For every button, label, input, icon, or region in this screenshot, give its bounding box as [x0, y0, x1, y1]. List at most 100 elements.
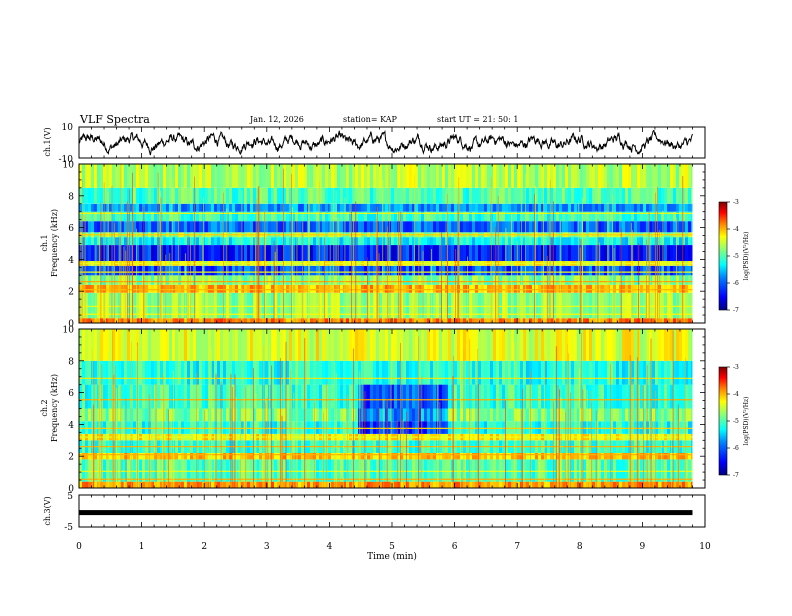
- spectrogram-cell: [112, 164, 115, 188]
- spectrogram-cell: [238, 204, 241, 212]
- ch1-spectrogram-ylabel: Frequency (kHz): [50, 209, 59, 277]
- spectrogram-cell: [574, 318, 577, 323]
- spectrogram-cell: [184, 361, 187, 385]
- spectrogram-cell: [85, 459, 88, 481]
- spectrogram-cell: [424, 266, 427, 276]
- spectrogram-cell: [166, 245, 169, 261]
- spectrogram-cell: [286, 221, 289, 232]
- spectrogram-cell: [196, 318, 199, 323]
- spectrogram-cell: [337, 188, 340, 204]
- spectrogram-cell: [220, 361, 223, 385]
- spectrogram-cell: [238, 266, 241, 276]
- spectrogram-cell: [568, 266, 571, 276]
- spectrogram-cell: [202, 164, 205, 188]
- spectrogram-cell: [514, 285, 517, 293]
- spectrogram-cell: [214, 385, 217, 409]
- spectrogram-cell: [145, 318, 148, 323]
- spectrogram-cell: [469, 204, 472, 212]
- spectrogram-cell: [136, 188, 139, 204]
- spectrogram-cell: [250, 482, 253, 488]
- spectrogram-cell: [430, 453, 433, 459]
- spectrogram-cell: [442, 221, 445, 232]
- spectrogram-cell: [259, 266, 262, 276]
- spectrogram-cell: [616, 453, 619, 459]
- spectrogram-cell: [436, 266, 439, 276]
- spectrogram-cell: [391, 318, 394, 323]
- spectrogram-cell: [442, 237, 445, 245]
- spectrogram-cell: [652, 285, 655, 293]
- spectrogram-cell: [172, 318, 175, 323]
- spectrogram-cell: [583, 164, 586, 188]
- spectrogram-cell: [415, 164, 418, 188]
- spectrogram-cell: [442, 453, 445, 459]
- spectrogram-cell: [661, 164, 664, 188]
- spectrogram-cell: [187, 245, 190, 261]
- spectrogram-cell: [229, 275, 232, 285]
- spectrogram-cell: [493, 204, 496, 212]
- spectrogram-cell: [328, 453, 331, 459]
- spectrogram-cell: [526, 237, 529, 245]
- spectrogram-cell: [88, 285, 91, 293]
- spectrogram-cell: [298, 204, 301, 212]
- spectrogram-cell: [364, 409, 367, 422]
- spectrogram-cell: [346, 237, 349, 245]
- spectrogram-cell: [631, 164, 634, 188]
- spectrogram-cell: [406, 164, 409, 188]
- spectrogram-cell: [475, 164, 478, 188]
- spectrogram-cell: [217, 409, 220, 422]
- spectrogram-cell: [439, 221, 442, 232]
- spectrogram-cell: [448, 221, 451, 232]
- spectrogram-cell: [526, 409, 529, 422]
- spectrogram-cell: [109, 361, 112, 385]
- spectrogram-cell: [241, 275, 244, 285]
- spectrogram-cell: [544, 237, 547, 245]
- spectrogram-cell: [340, 275, 343, 285]
- spectrogram-cell: [220, 409, 223, 422]
- spectrogram-cell: [220, 221, 223, 232]
- spectrogram-cell: [166, 164, 169, 188]
- spectrogram-cell: [205, 385, 208, 409]
- spectrogram-cell: [310, 266, 313, 276]
- spectrogram-cell: [181, 459, 184, 481]
- spectrogram-cell: [301, 453, 304, 459]
- spectrogram-cell: [412, 459, 415, 481]
- spectrogram-cell: [538, 245, 541, 261]
- spectrogram-cell: [619, 285, 622, 293]
- spectrogram-cell: [373, 188, 376, 204]
- spectrogram-cell: [259, 245, 262, 261]
- spectrogram-cell: [526, 245, 529, 261]
- spectrogram-cell: [409, 237, 412, 245]
- spectrogram-cell: [616, 245, 619, 261]
- spectrogram-cell: [484, 221, 487, 232]
- spectrogram-cell: [316, 221, 319, 232]
- spectrogram-cell: [199, 285, 202, 293]
- spectrogram-cell: [427, 409, 430, 422]
- spectrogram-cell: [163, 204, 166, 212]
- spectrogram-cell: [538, 164, 541, 188]
- spectrogram-cell: [595, 385, 598, 409]
- spectrogram-cell: [229, 204, 232, 212]
- spectrogram-cell: [214, 188, 217, 204]
- spectrogram-cell: [367, 409, 370, 422]
- spectrogram-cell: [121, 361, 124, 385]
- spectrogram-cell: [145, 421, 148, 434]
- spectrogram-cell: [247, 482, 250, 488]
- spectrogram-cell: [241, 237, 244, 245]
- spectrogram-cell: [424, 204, 427, 212]
- spectrogram-cell: [268, 275, 271, 285]
- spectrogram-cell: [442, 459, 445, 481]
- spectrogram-cell: [403, 453, 406, 459]
- spectrogram-cell: [649, 221, 652, 232]
- spectrogram-cell: [169, 482, 172, 488]
- spectrogram-cell: [367, 164, 370, 188]
- spectrogram-cell: [658, 237, 661, 245]
- spectrogram-cell: [556, 266, 559, 276]
- spectrogram-cell: [526, 188, 529, 204]
- spectrogram-cell: [370, 164, 373, 188]
- spectrogram-cell: [316, 188, 319, 204]
- spectrogram-cell: [427, 266, 430, 276]
- spectrogram-cell: [430, 482, 433, 488]
- spectrogram-cell: [568, 245, 571, 261]
- spectrogram-cell: [619, 266, 622, 276]
- spectrogram-cell: [493, 453, 496, 459]
